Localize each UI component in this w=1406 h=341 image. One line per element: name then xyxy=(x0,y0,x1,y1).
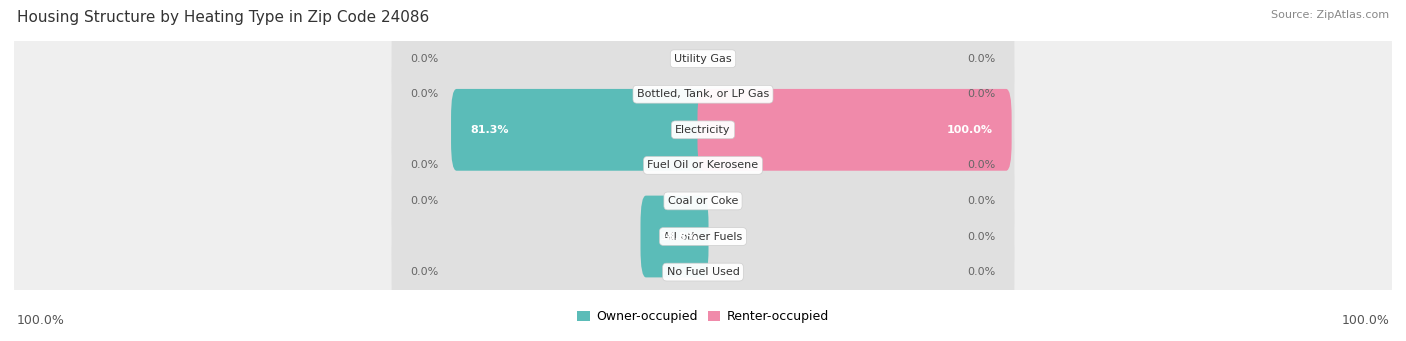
FancyBboxPatch shape xyxy=(695,75,1014,185)
FancyBboxPatch shape xyxy=(695,181,1014,292)
Text: 0.0%: 0.0% xyxy=(411,54,439,64)
Text: 0.0%: 0.0% xyxy=(411,89,439,99)
Text: 100.0%: 100.0% xyxy=(946,125,993,135)
Text: 0.0%: 0.0% xyxy=(411,267,439,277)
FancyBboxPatch shape xyxy=(14,0,1392,145)
Legend: Owner-occupied, Renter-occupied: Owner-occupied, Renter-occupied xyxy=(572,306,834,328)
Text: 81.3%: 81.3% xyxy=(471,125,509,135)
FancyBboxPatch shape xyxy=(695,217,1014,327)
FancyBboxPatch shape xyxy=(14,115,1392,287)
FancyBboxPatch shape xyxy=(392,75,711,185)
FancyBboxPatch shape xyxy=(14,8,1392,181)
FancyBboxPatch shape xyxy=(697,89,1012,171)
FancyBboxPatch shape xyxy=(695,39,1014,149)
FancyBboxPatch shape xyxy=(14,186,1392,341)
FancyBboxPatch shape xyxy=(641,196,709,277)
Text: No Fuel Used: No Fuel Used xyxy=(666,267,740,277)
Text: 0.0%: 0.0% xyxy=(967,54,995,64)
Text: Coal or Coke: Coal or Coke xyxy=(668,196,738,206)
Text: 0.0%: 0.0% xyxy=(967,160,995,170)
FancyBboxPatch shape xyxy=(14,79,1392,252)
Text: Housing Structure by Heating Type in Zip Code 24086: Housing Structure by Heating Type in Zip… xyxy=(17,10,429,25)
Text: 0.0%: 0.0% xyxy=(967,267,995,277)
FancyBboxPatch shape xyxy=(695,146,1014,256)
Text: 0.0%: 0.0% xyxy=(967,196,995,206)
Text: Electricity: Electricity xyxy=(675,125,731,135)
Text: 0.0%: 0.0% xyxy=(967,89,995,99)
FancyBboxPatch shape xyxy=(392,4,711,114)
FancyBboxPatch shape xyxy=(14,150,1392,323)
Text: 100.0%: 100.0% xyxy=(1341,314,1389,327)
FancyBboxPatch shape xyxy=(392,39,711,149)
FancyBboxPatch shape xyxy=(695,110,1014,221)
Text: All other Fuels: All other Fuels xyxy=(664,232,742,241)
Text: 0.0%: 0.0% xyxy=(411,160,439,170)
Text: 0.0%: 0.0% xyxy=(411,196,439,206)
FancyBboxPatch shape xyxy=(695,4,1014,114)
Text: 0.0%: 0.0% xyxy=(967,232,995,241)
FancyBboxPatch shape xyxy=(392,181,711,292)
FancyBboxPatch shape xyxy=(14,43,1392,216)
Text: Utility Gas: Utility Gas xyxy=(675,54,731,64)
FancyBboxPatch shape xyxy=(392,110,711,221)
Text: 18.8%: 18.8% xyxy=(659,232,699,241)
Text: Source: ZipAtlas.com: Source: ZipAtlas.com xyxy=(1271,10,1389,20)
Text: Bottled, Tank, or LP Gas: Bottled, Tank, or LP Gas xyxy=(637,89,769,99)
FancyBboxPatch shape xyxy=(392,146,711,256)
Text: 100.0%: 100.0% xyxy=(17,314,65,327)
FancyBboxPatch shape xyxy=(451,89,709,171)
FancyBboxPatch shape xyxy=(392,217,711,327)
Text: Fuel Oil or Kerosene: Fuel Oil or Kerosene xyxy=(647,160,759,170)
